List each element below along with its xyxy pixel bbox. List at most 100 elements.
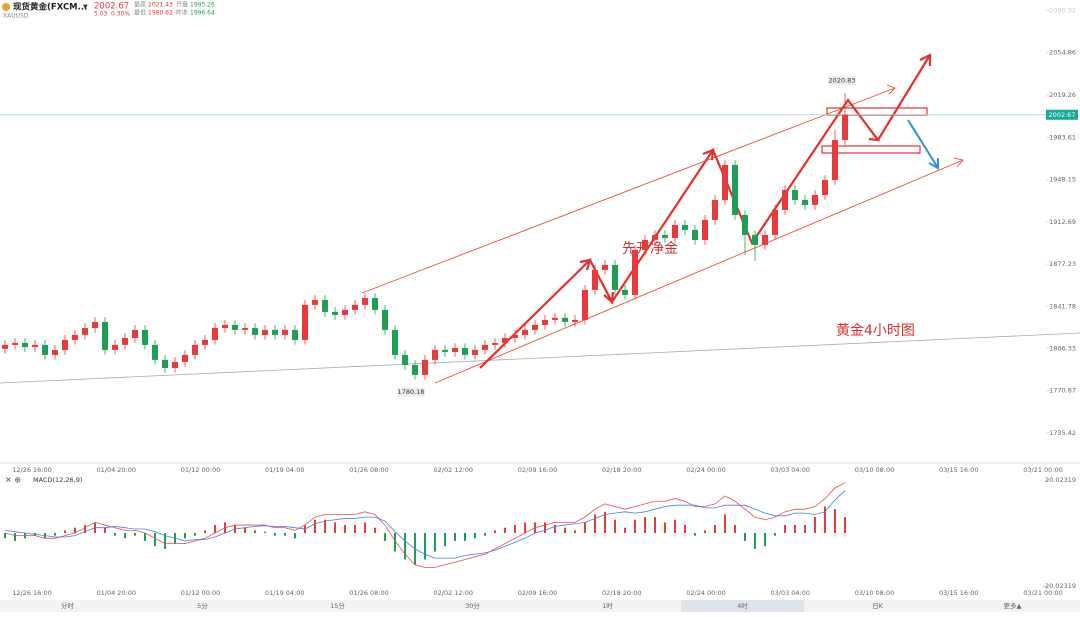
candle-body: [322, 300, 328, 312]
candle-body: [442, 349, 448, 352]
y-tick-label: 1806.33: [1049, 344, 1076, 352]
candle-body: [82, 328, 88, 335]
candle-body: [702, 219, 708, 240]
y-tick-label: 2090.32: [1049, 6, 1076, 14]
stat-value: 2021.43: [148, 2, 173, 9]
macd-bar: [614, 519, 616, 533]
candle-body: [742, 214, 748, 235]
candle-body: [542, 319, 548, 325]
macd-bar: [374, 527, 376, 533]
channel-lower: [434, 159, 964, 384]
candle-body: [202, 339, 208, 345]
period-bar: [0, 600, 1080, 612]
period-tab[interactable]: 30分: [465, 601, 480, 610]
candle-body: [612, 264, 618, 290]
macd-bar: [324, 519, 326, 533]
candle-body: [822, 179, 828, 195]
dropdown[interactable]: ▼: [83, 4, 88, 11]
channel-upper: [361, 87, 896, 294]
x-tick-label: 02/18 20:00: [602, 589, 642, 597]
y-tick-label: 2054.86: [1049, 49, 1076, 57]
x-tick-label: 01/19 04:00: [265, 466, 305, 474]
macd-bar: [14, 533, 16, 541]
macd-bar: [844, 517, 846, 533]
macd-bar: [584, 522, 586, 533]
candle-body: [272, 329, 278, 335]
macd-bar: [714, 525, 716, 533]
candle-body: [42, 344, 48, 355]
period-tab[interactable]: 日K: [872, 602, 884, 610]
macd-bar: [734, 525, 736, 533]
annotation: 先开净金: [622, 241, 678, 257]
candle-body: [232, 324, 238, 330]
candle-body: [782, 189, 788, 210]
macd-bar: [404, 533, 406, 560]
x-tick-label: 01/04 20:00: [96, 466, 136, 474]
arrow-head: [579, 131, 881, 305]
x-tick-label: 01/19 04:00: [265, 589, 305, 597]
macd-bar: [424, 533, 426, 560]
stat-label: 开盘: [176, 1, 188, 9]
symbol-code: XAUUSD: [3, 13, 29, 20]
candle-body: [842, 114, 848, 140]
macd-bar: [784, 525, 786, 533]
macd-bar: [804, 525, 806, 533]
candle-body: [162, 359, 168, 368]
period-tab[interactable]: 15分: [330, 601, 345, 610]
macd-bar: [574, 530, 576, 533]
candle-body: [582, 289, 588, 320]
macd-bar: [264, 531, 266, 533]
close-icon[interactable]: ✕ ⊕: [5, 476, 21, 485]
macd-title: MACD(12,26,9): [33, 476, 82, 484]
arrow-head: [928, 158, 939, 170]
macd-bar: [594, 514, 596, 533]
period-tab[interactable]: 更多▲: [1004, 601, 1022, 610]
candle-body: [192, 344, 198, 355]
y-tick-label: 2019.26: [1049, 91, 1076, 99]
candle-body: [312, 300, 318, 305]
macd-bar: [134, 533, 136, 536]
macd-bar: [434, 533, 436, 552]
period-tab[interactable]: 5分: [197, 601, 208, 610]
high-label: 2020.83: [829, 77, 856, 85]
macd-bar: [314, 519, 316, 533]
macd-bar: [504, 527, 506, 533]
y-tick-label: 1841.78: [1049, 302, 1076, 310]
candle-body: [252, 328, 258, 335]
x-tick-label: 03/15 16:00: [939, 466, 979, 474]
macd-bar: [364, 522, 366, 533]
stat-label: 昨收: [176, 9, 188, 17]
candle-body: [502, 338, 508, 344]
candle-body: [52, 350, 58, 355]
macd-bar: [634, 519, 636, 533]
macd-bar: [544, 522, 546, 533]
macd-bar: [554, 525, 556, 533]
low-tag: [397, 387, 425, 397]
candle-body: [422, 359, 428, 375]
macd-dea-line: [4, 490, 846, 559]
candle-body: [752, 234, 758, 245]
y-tick-label: 1983.61: [1049, 133, 1076, 141]
candle-body: [72, 334, 78, 340]
macd-bar: [444, 533, 446, 547]
stat-value: 1995.26: [190, 2, 215, 9]
x-tick-label: 02/18 20:00: [602, 466, 642, 474]
symbol-name: 现货黄金(FXCM...: [13, 2, 87, 13]
candle-body: [562, 317, 568, 322]
candle-body: [282, 329, 288, 335]
y-tick-label: -20.02319: [1043, 582, 1076, 590]
period-tab[interactable]: 4时: [737, 601, 748, 610]
period-tab[interactable]: 1时: [602, 601, 613, 610]
stat-label: 最低: [134, 9, 146, 17]
macd-bar: [184, 533, 186, 539]
macd-bar: [4, 533, 6, 539]
candle-body: [102, 321, 108, 350]
period-tab[interactable]: 分时: [61, 601, 75, 610]
candle-body: [352, 304, 358, 310]
x-tick-label: 02/02 12:00: [433, 589, 473, 597]
macd-bar: [124, 533, 126, 539]
macd-bar: [204, 530, 206, 533]
candle-body: [332, 311, 338, 315]
macd-bar: [524, 522, 526, 533]
candle-body: [382, 309, 388, 330]
